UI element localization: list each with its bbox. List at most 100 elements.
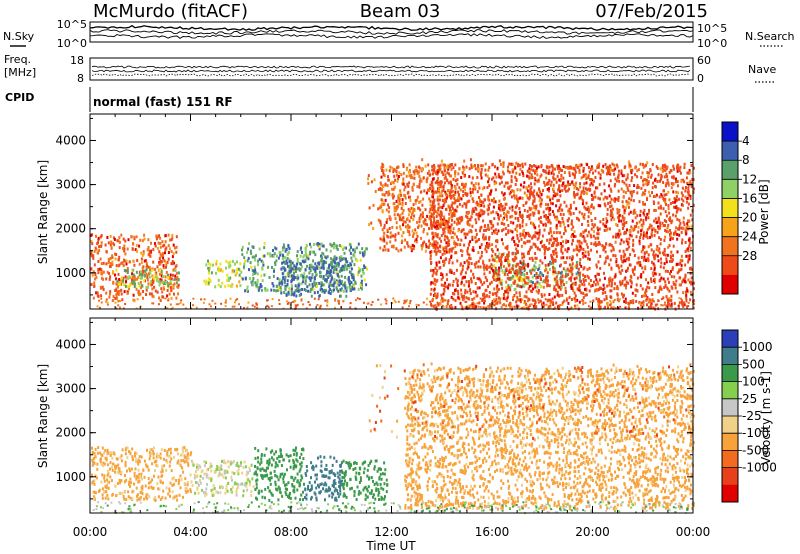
data-cell bbox=[530, 221, 532, 225]
data-cell bbox=[653, 280, 656, 284]
data-cell bbox=[123, 244, 126, 248]
data-cell bbox=[471, 238, 474, 241]
data-cell bbox=[414, 201, 417, 205]
data-cell bbox=[546, 166, 549, 170]
data-cell bbox=[501, 286, 504, 290]
data-cell bbox=[589, 178, 592, 181]
data-cell bbox=[471, 209, 474, 213]
data-cell bbox=[159, 280, 162, 284]
data-cell bbox=[467, 280, 470, 283]
data-cell bbox=[443, 176, 446, 180]
data-cell bbox=[481, 187, 484, 191]
data-cell bbox=[208, 271, 210, 275]
data-cell bbox=[493, 264, 496, 268]
data-cell bbox=[559, 287, 562, 291]
station-title: McMurdo (fitACF) bbox=[93, 1, 248, 22]
data-cell bbox=[554, 194, 557, 198]
data-cell bbox=[508, 185, 511, 189]
data-cell bbox=[118, 246, 121, 250]
data-cell bbox=[472, 209, 475, 213]
data-cell bbox=[141, 284, 144, 288]
data-cell bbox=[170, 289, 173, 292]
data-cell bbox=[412, 218, 415, 221]
data-cell bbox=[582, 273, 585, 277]
data-cell bbox=[229, 264, 232, 268]
data-cell bbox=[620, 171, 623, 175]
data-cell bbox=[157, 268, 160, 272]
data-cell bbox=[377, 218, 380, 222]
data-cell bbox=[497, 272, 500, 276]
data-cell bbox=[587, 257, 589, 261]
data-cell bbox=[487, 168, 490, 172]
data-cell bbox=[665, 260, 668, 264]
data-cell bbox=[323, 283, 326, 287]
data-cell bbox=[594, 176, 597, 179]
data-cell bbox=[532, 191, 535, 195]
data-cell bbox=[450, 186, 453, 190]
data-cell bbox=[529, 176, 532, 180]
data-cell bbox=[166, 307, 169, 310]
data-cell bbox=[434, 247, 437, 251]
data-cell bbox=[674, 286, 677, 290]
data-cell bbox=[661, 166, 664, 169]
data-cell bbox=[631, 248, 634, 252]
data-cell bbox=[679, 276, 682, 280]
data-cell bbox=[560, 256, 563, 260]
data-cell bbox=[429, 183, 432, 187]
data-cell bbox=[106, 236, 109, 239]
data-cell bbox=[570, 284, 573, 288]
data-cell bbox=[350, 245, 352, 249]
data-cell bbox=[100, 262, 103, 266]
data-cell bbox=[172, 285, 175, 289]
data-cell bbox=[316, 266, 319, 270]
data-cell bbox=[587, 223, 590, 227]
data-cell bbox=[474, 167, 477, 171]
data-cell bbox=[556, 280, 559, 284]
data-cell bbox=[132, 279, 135, 283]
data-cell bbox=[639, 162, 642, 166]
data-cell bbox=[465, 296, 468, 300]
data-cell bbox=[552, 252, 555, 256]
data-cell bbox=[547, 171, 550, 175]
data-cell bbox=[622, 240, 625, 244]
data-cell bbox=[584, 254, 587, 258]
data-cell bbox=[676, 207, 679, 210]
data-cell bbox=[682, 220, 685, 224]
data-cell bbox=[548, 195, 551, 199]
data-cell bbox=[283, 281, 286, 285]
data-cell bbox=[468, 175, 471, 179]
data-cell bbox=[663, 239, 666, 242]
data-cell bbox=[367, 174, 370, 178]
data-cell bbox=[566, 267, 569, 271]
data-cell bbox=[431, 165, 434, 168]
data-cell bbox=[158, 250, 161, 254]
data-cell bbox=[676, 169, 679, 173]
data-cell bbox=[146, 274, 149, 278]
data-cell bbox=[508, 276, 511, 280]
data-cell bbox=[657, 249, 660, 253]
data-cell bbox=[492, 298, 495, 301]
data-cell bbox=[575, 187, 578, 190]
data-cell bbox=[557, 209, 559, 213]
data-cell bbox=[430, 182, 433, 186]
data-cell bbox=[436, 301, 439, 305]
data-cell bbox=[594, 195, 597, 199]
data-cell bbox=[440, 220, 443, 223]
data-cell bbox=[150, 241, 152, 245]
data-cell bbox=[318, 245, 321, 249]
data-cell bbox=[432, 186, 435, 190]
noise-left-tick-low: 10^0 bbox=[57, 37, 87, 50]
data-cell bbox=[502, 172, 505, 176]
data-cell bbox=[491, 292, 494, 296]
data-cell bbox=[433, 206, 436, 210]
data-cell bbox=[269, 252, 272, 256]
data-cell bbox=[603, 247, 605, 250]
data-cell bbox=[345, 260, 347, 264]
data-cell bbox=[532, 194, 535, 198]
data-cell bbox=[402, 182, 405, 186]
data-cell bbox=[495, 297, 498, 301]
data-cell bbox=[667, 245, 670, 249]
data-cell bbox=[655, 248, 658, 252]
data-cell bbox=[483, 229, 486, 232]
data-cell bbox=[523, 266, 526, 270]
